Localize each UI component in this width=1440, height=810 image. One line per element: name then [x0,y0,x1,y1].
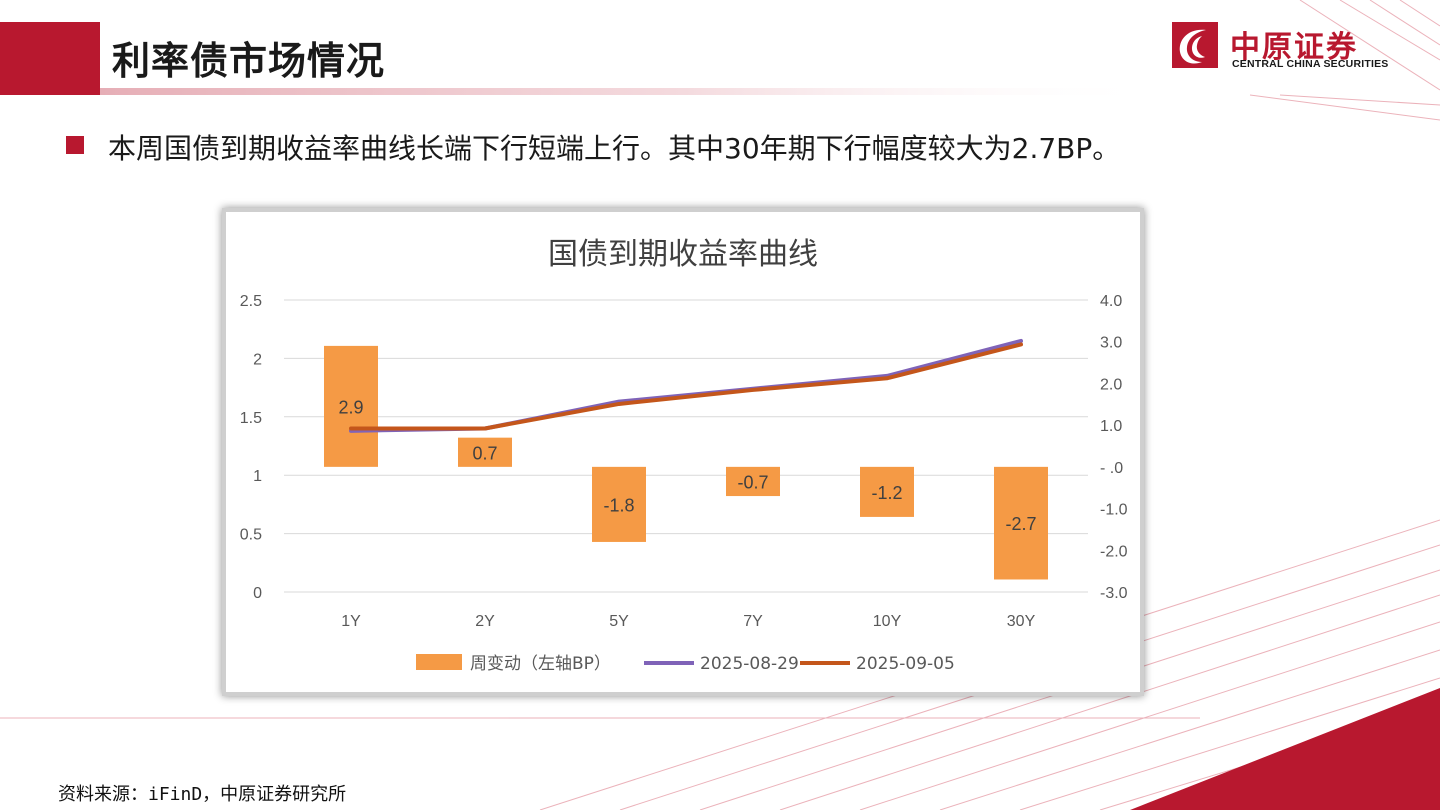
x-tick-label: 1Y [341,613,361,630]
logo-mark-icon [1172,22,1218,68]
left-tick-label: 2.5 [240,293,262,310]
bar-5Y [592,466,646,542]
x-tick-label: 2Y [475,613,495,630]
bar-data-label: 0.7 [472,443,497,463]
summary-text: 本周国债到期收益率曲线长端下行短端上行。其中30年期下行幅度较大为2.7BP。 [108,132,1121,165]
line-series [349,338,1023,433]
chart-legend: 周变动（左轴BP） 2025-08-29 2025-09-05 [416,654,955,674]
bar-10Y [860,466,914,517]
right-tick-label: - .0 [1100,460,1123,477]
legend-label: 2025-08-29 [700,654,799,674]
line-2025-08-29 [349,338,1023,433]
right-tick-label: -3.0 [1100,585,1128,602]
bar-data-label: -2.7 [1005,514,1036,534]
bar-data-label: -0.7 [737,472,768,492]
logo-english-name: CENTRAL CHINA SECURITIES [1232,58,1389,70]
logo-chinese-name: 中原证券 [1230,30,1358,65]
bar-7Y [726,466,780,497]
right-axis: -3.0 -2.0 -1.0 - .0 1.0 2.0 3.0 4.0 [1100,293,1128,602]
right-tick-label: 1.0 [1100,418,1122,435]
yield-curve-chart: 国债到期收益率曲线 2.9 0.7 -1.8 -0.7 -1.2 -2.7 0 0.5 1 1.… [240,237,1128,674]
bar-data-label: -1.2 [871,483,902,503]
x-tick-label: 30Y [1007,613,1036,630]
left-tick-label: 0 [253,585,262,602]
legend-label: 周变动（左轴BP） [470,654,611,674]
corner-red-shape [1130,688,1440,810]
legend-label: 2025-09-05 [856,654,955,674]
left-axis: 0 0.5 1 1.5 2 2.5 [240,293,262,602]
legend-swatch-bar [416,654,462,670]
right-tick-label: -2.0 [1100,543,1128,560]
x-tick-label: 10Y [873,613,902,630]
page-title: 利率债市场情况 [112,39,386,83]
bar-series [324,345,1048,580]
right-tick-label: 2.0 [1100,376,1122,393]
x-tick-label: 5Y [609,613,629,630]
bullet-marker [66,136,84,154]
data-labels: 2.9 0.7 -1.8 -0.7 -1.2 -2.7 [338,397,1036,534]
header-accent-block [0,22,100,95]
right-tick-label: 3.0 [1100,335,1122,352]
line-2025-09-05 [349,342,1023,431]
company-logo: 中原证券 CENTRAL CHINA SECURITIES [1172,22,1422,72]
left-tick-label: 1.5 [240,410,262,427]
x-axis: 1Y 2Y 5Y 7Y 10Y 30Y [341,613,1035,630]
left-tick-label: 0.5 [240,527,262,544]
bar-2Y [458,437,512,467]
chart-title: 国债到期收益率曲线 [548,237,818,272]
gridlines [284,299,1088,593]
right-tick-label: -1.0 [1100,502,1128,519]
chart-container: 国债到期收益率曲线 2.9 0.7 -1.8 -0.7 -1.2 -2.7 0 0.5 1 1.… [222,208,1144,696]
data-source-note: 资料来源：iFinD，中原证券研究所 [58,784,347,805]
bar-30Y [994,466,1048,580]
right-tick-label: 4.0 [1100,293,1122,310]
bar-data-label: 2.9 [338,397,363,417]
x-tick-label: 7Y [743,613,763,630]
bar-data-label: -1.8 [603,495,634,515]
bar-1Y [324,345,378,467]
left-tick-label: 2 [253,351,262,368]
left-tick-label: 1 [253,468,262,485]
